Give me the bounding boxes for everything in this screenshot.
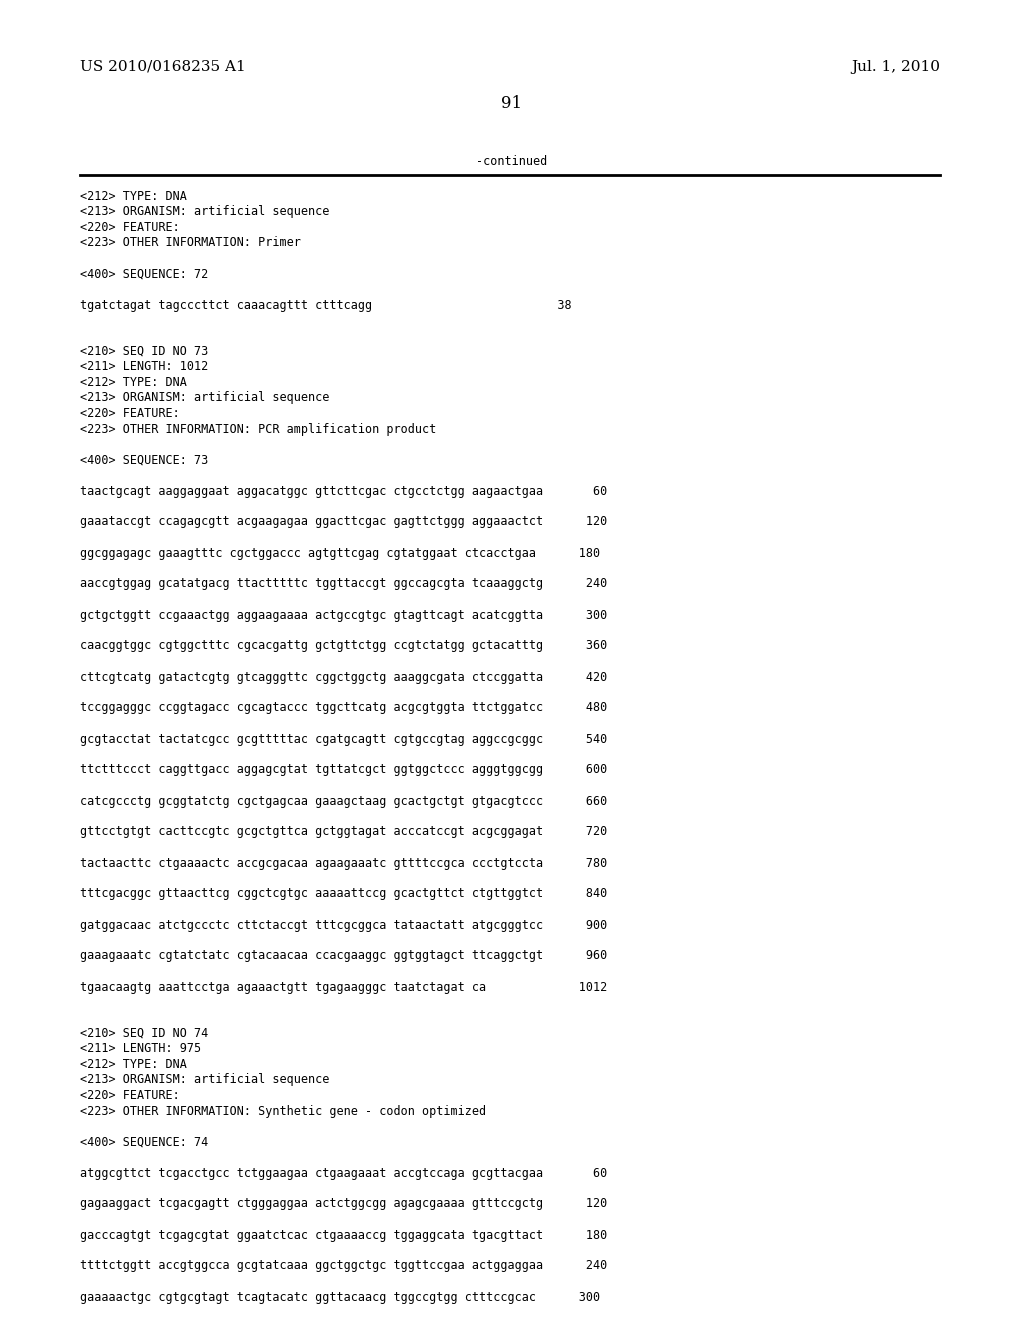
- Text: <400> SEQUENCE: 74: <400> SEQUENCE: 74: [80, 1135, 208, 1148]
- Text: <210> SEQ ID NO 74: <210> SEQ ID NO 74: [80, 1027, 208, 1040]
- Text: <211> LENGTH: 1012: <211> LENGTH: 1012: [80, 360, 208, 374]
- Text: gatggacaac atctgccctc cttctaccgt tttcgcggca tataactatt atgcgggtcc      900: gatggacaac atctgccctc cttctaccgt tttcgcg…: [80, 919, 607, 932]
- Text: gaaataccgt ccagagcgtt acgaagagaa ggacttcgac gagttctggg aggaaactct      120: gaaataccgt ccagagcgtt acgaagagaa ggacttc…: [80, 516, 607, 528]
- Text: gaaaaactgc cgtgcgtagt tcagtacatc ggttacaacg tggccgtgg ctttccgcac      300: gaaaaactgc cgtgcgtagt tcagtacatc ggttaca…: [80, 1291, 600, 1304]
- Text: <220> FEATURE:: <220> FEATURE:: [80, 1089, 180, 1102]
- Text: <223> OTHER INFORMATION: Primer: <223> OTHER INFORMATION: Primer: [80, 236, 301, 249]
- Text: caacggtggc cgtggctttc cgcacgattg gctgttctgg ccgtctatgg gctacatttg      360: caacggtggc cgtggctttc cgcacgattg gctgttc…: [80, 639, 607, 652]
- Text: atggcgttct tcgacctgcc tctggaagaa ctgaagaaat accgtccaga gcgttacgaa       60: atggcgttct tcgacctgcc tctggaagaa ctgaaga…: [80, 1167, 607, 1180]
- Text: cttcgtcatg gatactcgtg gtcagggttc cggctggctg aaaggcgata ctccggatta      420: cttcgtcatg gatactcgtg gtcagggttc cggctgg…: [80, 671, 607, 684]
- Text: ggcggagagc gaaagtttc cgctggaccc agtgttcgag cgtatggaat ctcacctgaa      180: ggcggagagc gaaagtttc cgctggaccc agtgttcg…: [80, 546, 600, 560]
- Text: <223> OTHER INFORMATION: PCR amplification product: <223> OTHER INFORMATION: PCR amplificati…: [80, 422, 436, 436]
- Text: <212> TYPE: DNA: <212> TYPE: DNA: [80, 376, 186, 389]
- Text: catcgccctg gcggtatctg cgctgagcaa gaaagctaag gcactgctgt gtgacgtccc      660: catcgccctg gcggtatctg cgctgagcaa gaaagct…: [80, 795, 607, 808]
- Text: tgaacaagtg aaattcctga agaaactgtt tgagaagggc taatctagat ca             1012: tgaacaagtg aaattcctga agaaactgtt tgagaag…: [80, 981, 607, 994]
- Text: ttctttccct caggttgacc aggagcgtat tgttatcgct ggtggctccc agggtggcgg      600: ttctttccct caggttgacc aggagcgtat tgttatc…: [80, 763, 607, 776]
- Text: <212> TYPE: DNA: <212> TYPE: DNA: [80, 1059, 186, 1071]
- Text: tactaacttc ctgaaaactc accgcgacaa agaagaaatc gttttccgca ccctgtccta      780: tactaacttc ctgaaaactc accgcgacaa agaagaa…: [80, 857, 607, 870]
- Text: gcgtacctat tactatcgcc gcgtttttac cgatgcagtt cgtgccgtag aggccgcggc      540: gcgtacctat tactatcgcc gcgtttttac cgatgca…: [80, 733, 607, 746]
- Text: <223> OTHER INFORMATION: Synthetic gene - codon optimized: <223> OTHER INFORMATION: Synthetic gene …: [80, 1105, 486, 1118]
- Text: taactgcagt aaggaggaat aggacatggc gttcttcgac ctgcctctgg aagaactgaa       60: taactgcagt aaggaggaat aggacatggc gttcttc…: [80, 484, 607, 498]
- Text: gctgctggtt ccgaaactgg aggaagaaaa actgccgtgc gtagttcagt acatcggtta      300: gctgctggtt ccgaaactgg aggaagaaaa actgccg…: [80, 609, 607, 622]
- Text: <400> SEQUENCE: 73: <400> SEQUENCE: 73: [80, 454, 208, 466]
- Text: ttttctggtt accgtggcca gcgtatcaaa ggctggctgc tggttccgaa actggaggaa      240: ttttctggtt accgtggcca gcgtatcaaa ggctggc…: [80, 1259, 607, 1272]
- Text: <400> SEQUENCE: 72: <400> SEQUENCE: 72: [80, 268, 208, 281]
- Text: gaaagaaatc cgtatctatc cgtacaacaa ccacgaaggc ggtggtagct ttcaggctgt      960: gaaagaaatc cgtatctatc cgtacaacaa ccacgaa…: [80, 949, 607, 962]
- Text: -continued: -continued: [476, 154, 548, 168]
- Text: <211> LENGTH: 975: <211> LENGTH: 975: [80, 1043, 201, 1056]
- Text: <213> ORGANISM: artificial sequence: <213> ORGANISM: artificial sequence: [80, 1073, 330, 1086]
- Text: <220> FEATURE:: <220> FEATURE:: [80, 220, 180, 234]
- Text: aaccgtggag gcatatgacg ttactttttc tggttaccgt ggccagcgta tcaaaggctg      240: aaccgtggag gcatatgacg ttactttttc tggttac…: [80, 578, 607, 590]
- Text: Jul. 1, 2010: Jul. 1, 2010: [851, 59, 940, 74]
- Text: <212> TYPE: DNA: <212> TYPE: DNA: [80, 190, 186, 203]
- Text: 91: 91: [502, 95, 522, 112]
- Text: tgatctagat tagcccttct caaacagttt ctttcagg                          38: tgatctagat tagcccttct caaacagttt ctttcag…: [80, 298, 571, 312]
- Text: tccggagggc ccggtagacc cgcagtaccc tggcttcatg acgcgtggta ttctggatcc      480: tccggagggc ccggtagacc cgcagtaccc tggcttc…: [80, 701, 607, 714]
- Text: <210> SEQ ID NO 73: <210> SEQ ID NO 73: [80, 345, 208, 358]
- Text: gttcctgtgt cacttccgtc gcgctgttca gctggtagat acccatccgt acgcggagat      720: gttcctgtgt cacttccgtc gcgctgttca gctggta…: [80, 825, 607, 838]
- Text: <213> ORGANISM: artificial sequence: <213> ORGANISM: artificial sequence: [80, 392, 330, 404]
- Text: US 2010/0168235 A1: US 2010/0168235 A1: [80, 59, 246, 74]
- Text: <220> FEATURE:: <220> FEATURE:: [80, 407, 180, 420]
- Text: gacccagtgt tcgagcgtat ggaatctcac ctgaaaaccg tggaggcata tgacgttact      180: gacccagtgt tcgagcgtat ggaatctcac ctgaaaa…: [80, 1229, 607, 1242]
- Text: <213> ORGANISM: artificial sequence: <213> ORGANISM: artificial sequence: [80, 206, 330, 219]
- Text: tttcgacggc gttaacttcg cggctcgtgc aaaaattccg gcactgttct ctgttggtct      840: tttcgacggc gttaacttcg cggctcgtgc aaaaatt…: [80, 887, 607, 900]
- Text: gagaaggact tcgacgagtt ctgggaggaa actctggcgg agagcgaaaa gtttccgctg      120: gagaaggact tcgacgagtt ctgggaggaa actctgg…: [80, 1197, 607, 1210]
